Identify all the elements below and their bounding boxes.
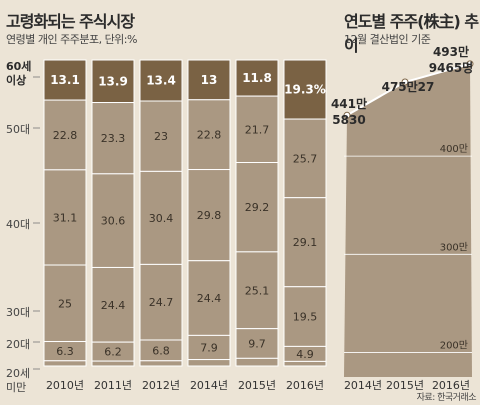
left-chart-title: 고령화되는 주식시장 — [6, 12, 135, 31]
bar-value-label: 13.4 — [146, 74, 176, 88]
x-tick-label: 2011년 — [94, 379, 132, 392]
data-point — [343, 111, 351, 119]
bar-segment — [91, 102, 135, 175]
bar-segment — [91, 266, 135, 343]
bar-value-label: 4.9 — [296, 348, 314, 361]
bar-value-label: 29.2 — [245, 201, 270, 214]
bar-segment-under20 — [139, 360, 183, 367]
bar-value-label: 6.8 — [152, 344, 170, 357]
bar-segment — [139, 100, 183, 172]
x-tick-label: 2010년 — [46, 379, 84, 392]
bar-segment — [235, 328, 279, 359]
row-label-under20-line2: 미만 — [6, 381, 26, 394]
area-x-tick-label: 2015년 — [386, 379, 424, 392]
bar-segment — [43, 169, 87, 266]
bar-value-label: 22.8 — [197, 129, 222, 142]
bar-value-label: 24.4 — [197, 292, 222, 305]
bar-segment — [187, 260, 231, 336]
bar-segment — [91, 173, 135, 268]
bar-value-label: 24.7 — [149, 296, 174, 309]
bar-segment — [187, 169, 231, 262]
bar-segment — [283, 286, 327, 347]
point-label-line2: 9465명 — [429, 61, 473, 75]
bar-value-label: 21.7 — [245, 123, 270, 136]
row-label-60plus-line2: 이상 — [6, 73, 26, 87]
source-note: 자료: 한국거래소 — [416, 393, 477, 403]
bar-segment — [43, 264, 87, 343]
row-label-under20: 20세 — [6, 367, 30, 380]
area-x-tick-label: 2014년 — [344, 379, 382, 392]
bar-segment — [187, 99, 231, 171]
area-x-tick-label: 2016년 — [432, 379, 470, 392]
data-point — [466, 60, 474, 68]
bar-value-label: 29.8 — [197, 209, 222, 222]
row-label-20s: 20대 — [6, 338, 30, 351]
row-label-60plus: 60세 — [6, 59, 31, 73]
bar-segment — [235, 59, 279, 97]
bar-segment-under20 — [187, 359, 231, 367]
x-tick-label: 2016년 — [286, 379, 324, 392]
row-label-30s: 30대 — [6, 306, 30, 319]
row-label-50s: 50대 — [6, 123, 30, 136]
bar-value-label: 24.4 — [101, 299, 126, 312]
bar-segment — [43, 59, 87, 101]
bar-value-label: 13.1 — [50, 73, 80, 87]
bar-value-label: 22.8 — [53, 129, 78, 142]
bar-value-label: 25.7 — [293, 152, 318, 165]
x-tick-label: 2012년 — [142, 379, 180, 392]
gridline-label: 200만 — [440, 339, 468, 351]
bar-value-label: 29.1 — [293, 236, 318, 249]
bar-segment — [139, 59, 183, 102]
bar-segment — [139, 170, 183, 265]
point-label: 441만 — [331, 96, 367, 111]
gridline-label: 300만 — [440, 241, 468, 253]
bar-segment — [235, 251, 279, 330]
bar-value-label: 19.5 — [293, 311, 318, 324]
bar-segment — [283, 118, 327, 199]
bar-value-label: 13.9 — [98, 74, 128, 88]
bar-segment-under20 — [235, 357, 279, 367]
bar-segment-under20 — [43, 360, 87, 367]
left-chart-subtitle: 연령별 개인 주주분포, 단위:% — [6, 33, 137, 46]
bar-value-label: 25 — [58, 297, 72, 310]
x-tick-label: 2015년 — [238, 379, 276, 392]
bar-value-label: 13 — [201, 73, 218, 87]
x-tick-label: 2014년 — [190, 379, 228, 392]
bar-value-label: 9.7 — [248, 338, 266, 351]
bar-value-label: 31.1 — [53, 211, 78, 224]
bar-value-label: 30.6 — [101, 215, 126, 228]
bar-value-label: 23.3 — [101, 132, 126, 145]
point-label-line2: 5830 — [332, 113, 365, 127]
bar-value-label: 7.9 — [200, 341, 218, 354]
bar-segment — [283, 59, 327, 120]
point-label: 475만27 — [382, 79, 435, 94]
bar-value-label: 19.3% — [284, 83, 326, 97]
bar-segment — [187, 334, 231, 361]
bar-segment — [235, 162, 279, 253]
bar-segment-under20 — [91, 360, 135, 367]
gridline-label: 400만 — [440, 143, 468, 155]
data-point — [401, 78, 409, 86]
row-label-40s: 40대 — [6, 218, 30, 231]
bar-value-label: 11.8 — [242, 71, 272, 85]
bar-segment — [235, 95, 279, 164]
area-fill — [344, 63, 472, 378]
bar-value-label: 23 — [154, 130, 168, 143]
point-label: 493만 — [433, 44, 469, 59]
bar-segment — [187, 59, 231, 101]
right-chart-title: 연도별 주주(株主) 추이 — [344, 12, 479, 55]
bar-value-label: 25.1 — [245, 284, 270, 297]
bar-value-label: 6.2 — [104, 346, 122, 359]
bar-segment-under20 — [283, 360, 327, 367]
bar-value-label: 30.4 — [149, 212, 174, 225]
bar-value-label: 6.3 — [56, 345, 74, 358]
right-chart-subtitle: 12월 결산법인 기준 — [344, 33, 431, 46]
bar-segment — [139, 263, 183, 341]
